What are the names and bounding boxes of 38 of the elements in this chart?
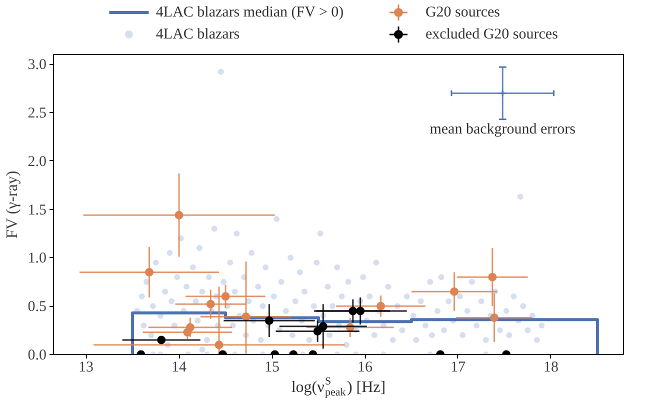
point	[242, 312, 250, 321]
point	[174, 210, 184, 220]
text: mean background errors	[430, 121, 576, 138]
point	[313, 327, 322, 336]
x-tick-label: 16	[358, 360, 373, 376]
point	[356, 306, 365, 316]
point	[498, 89, 506, 97]
point	[376, 302, 386, 310]
legend-label: G20 sources	[425, 4, 500, 20]
point	[490, 313, 498, 322]
y-tick-label: 2.0	[28, 154, 46, 170]
y-axis-title: FV (γ-ray)	[4, 170, 21, 238]
x-tick-label: 15	[264, 360, 280, 376]
legend-label: excluded G20 sources	[425, 26, 558, 42]
y-tick-label: 0.5	[28, 299, 46, 316]
point	[221, 292, 230, 301]
point	[348, 306, 358, 316]
legend-label: 4LAC blazars median (FV > 0)	[156, 4, 344, 20]
point	[183, 328, 192, 336]
legend-label: 4LAC blazars	[156, 26, 240, 42]
y-tick-label: 1.0	[28, 250, 46, 267]
y-tick-label: 3.0	[28, 57, 46, 74]
point	[157, 336, 166, 344]
x-tick-label: 13	[78, 360, 94, 376]
x-tick-label: 14	[172, 360, 188, 376]
point	[214, 340, 224, 350]
point	[206, 300, 215, 308]
y-tick-label: 1.5	[28, 202, 46, 218]
y-tick-label: 0.0	[28, 348, 46, 364]
y-tick-label: 2.5	[28, 106, 46, 122]
point	[145, 268, 154, 276]
point	[318, 322, 328, 331]
point	[488, 272, 497, 282]
point	[450, 287, 459, 296]
line-series	[131, 311, 599, 354]
x-tick-label: 17	[450, 360, 466, 376]
point	[264, 316, 274, 325]
x-tick-label: 18	[543, 360, 558, 376]
